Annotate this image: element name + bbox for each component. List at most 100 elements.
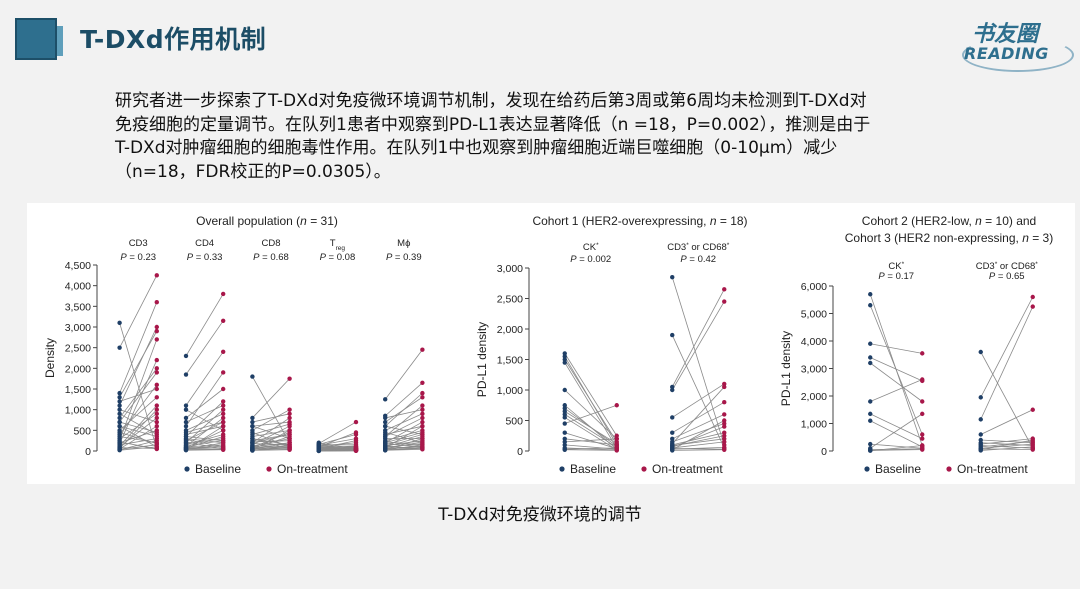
on-treatment-point	[220, 415, 226, 421]
on-treatment-point	[287, 411, 292, 416]
pair-line	[185, 425, 224, 451]
chart-2-ytick-label: 5,000	[801, 309, 827, 321]
chart-2-ytick-label: 2,000	[801, 391, 827, 403]
baseline-point	[670, 332, 675, 338]
baseline-point	[117, 345, 122, 350]
pair-line	[564, 404, 617, 424]
pair-line	[672, 420, 725, 451]
on-treatment-point	[154, 357, 159, 363]
pair-line	[672, 401, 725, 434]
baseline-point	[383, 397, 388, 402]
on-treatment-point	[420, 347, 425, 352]
on-treatment-point	[154, 419, 159, 425]
on-treatment-point	[154, 328, 159, 334]
pair-line	[119, 372, 158, 423]
pair-line	[318, 421, 357, 444]
pair-line	[119, 322, 158, 450]
pair-line	[252, 445, 290, 449]
on-treatment-point	[1030, 294, 1035, 300]
pair-line	[119, 429, 157, 444]
on-treatment-point	[722, 439, 727, 445]
logo-en-text: READING	[964, 44, 1049, 63]
on-treatment-point	[920, 436, 925, 441]
chart-2-title: Cohort 2 (HER2-low, n = 10) and	[862, 214, 1036, 228]
on-treatment-point	[287, 407, 292, 412]
on-treatment-point	[287, 442, 292, 447]
pair-line	[980, 351, 1034, 449]
pair-line	[119, 438, 157, 446]
pair-line	[252, 417, 290, 444]
pair-line	[119, 425, 157, 437]
pair-line	[385, 425, 423, 449]
on-treatment-point	[154, 324, 159, 330]
pair-line	[185, 372, 224, 427]
pair-line	[671, 334, 725, 449]
baseline-point	[978, 349, 983, 355]
chart-1-ytick-label: 0	[517, 446, 523, 458]
baseline-point	[868, 303, 873, 308]
chart-0-ytick-label: 4,500	[65, 260, 91, 272]
pair-line	[119, 368, 158, 419]
on-treatment-point	[420, 390, 425, 396]
baseline-point	[183, 430, 189, 435]
baseline-point	[250, 436, 255, 441]
on-treatment-point	[722, 421, 727, 426]
on-treatment-point	[1030, 437, 1035, 443]
baseline-point	[117, 390, 122, 396]
pair-line	[119, 432, 157, 444]
on-treatment-point	[154, 337, 159, 342]
on-treatment-point	[154, 407, 159, 412]
baseline-point	[117, 395, 122, 400]
pair-line	[672, 423, 725, 443]
on-treatment-point	[920, 443, 925, 448]
pair-line	[980, 306, 1034, 420]
on-treatment-point	[722, 424, 727, 429]
chart-0-ytick-label: 1,000	[65, 405, 91, 417]
pair-line	[870, 343, 923, 354]
pair-line	[185, 293, 224, 357]
chart-2-group-label: CD3* or CD68*	[976, 261, 1039, 273]
legend-on-treatment-marker	[641, 466, 647, 472]
chart-0-pvalue: P = 0.68	[253, 252, 289, 263]
on-treatment-point	[220, 419, 226, 425]
pair-line	[564, 438, 617, 446]
baseline-point	[978, 432, 983, 437]
on-treatment-point	[614, 403, 619, 408]
pair-line	[672, 446, 725, 450]
on-treatment-point	[287, 447, 292, 452]
baseline-point	[978, 448, 983, 453]
on-treatment-point	[420, 430, 425, 435]
pair-line	[980, 439, 1033, 451]
baseline-point	[868, 355, 873, 360]
baseline-point	[562, 430, 567, 435]
pair-line	[252, 429, 290, 437]
pair-line	[252, 449, 290, 451]
pair-line	[252, 409, 290, 431]
pair-line	[980, 296, 1034, 398]
on-treatment-point	[1030, 407, 1035, 412]
pair-line	[252, 413, 290, 423]
baseline-point	[978, 417, 983, 422]
pair-line	[185, 388, 224, 419]
pair-line	[980, 440, 1033, 448]
pair-line	[119, 409, 158, 449]
pair-line	[185, 320, 224, 375]
legend-baseline-label: Baseline	[195, 462, 241, 476]
chart-0-ytick-label: 0	[85, 446, 91, 458]
baseline-point	[117, 424, 122, 429]
pair-line	[385, 444, 423, 451]
chart-0-group-label: Treg	[330, 238, 346, 252]
on-treatment-point	[722, 430, 727, 435]
pair-line	[185, 438, 224, 444]
chart-1-group-label: CD3* or CD68*	[667, 242, 730, 254]
baseline-point	[868, 448, 873, 453]
pair-line	[980, 409, 1033, 435]
baseline-point	[562, 351, 567, 356]
baseline-point	[250, 448, 255, 453]
on-treatment-point	[154, 415, 159, 421]
page-title: T-DXd作用机制	[80, 25, 267, 54]
chart-0-ylabel: Density	[43, 338, 57, 378]
pair-line	[185, 446, 224, 449]
baseline-point	[117, 415, 122, 421]
baseline-point	[562, 447, 567, 452]
